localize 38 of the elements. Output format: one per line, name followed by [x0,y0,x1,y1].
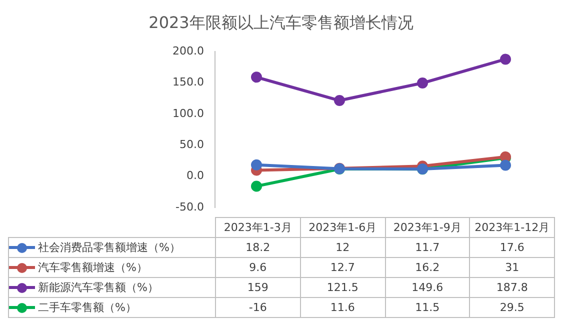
point [251,159,262,170]
data-label: 187.8 [470,278,554,298]
data-label: 11.5 [385,298,470,318]
y-tick-label: 0.0 [186,169,204,182]
y-tick-label: 50.0 [180,138,204,151]
y-tick-label: 150.0 [172,76,204,89]
data-label: 11.6 [300,298,385,318]
data-label: 12 [300,238,385,258]
data-label: 159 [216,278,300,298]
data-label: 18.2 [216,238,300,258]
point [251,72,262,83]
data-label: 29.5 [470,298,554,318]
chart-title: 2023年限额以上汽车零售额增长情况 [148,12,414,34]
data-label: -16 [216,298,300,318]
y-tick-label: -50.0 [176,200,204,214]
point [417,78,428,89]
data-label: 11.7 [385,238,470,258]
data-label: 17.6 [470,238,554,258]
data-label: 16.2 [385,258,470,278]
legend-label: 社会消费品零售额增速（%） [8,238,216,258]
y-tick-label: 200.0 [172,44,204,58]
x-tick-label: 2023年1-12月 [470,218,554,238]
y-tick-label: 100.0 [172,106,204,120]
data-label: 31 [470,258,554,278]
point [500,160,511,171]
data-label: 121.5 [300,278,385,298]
x-tick-label: 2023年1-9月 [385,218,470,238]
legend-label: 新能源汽车零售额（%） [8,278,216,298]
x-tick-label: 2023年1-3月 [216,218,300,238]
data-label: 149.6 [385,278,470,298]
data-label: 9.6 [216,258,300,278]
point [500,54,511,65]
point [334,95,345,106]
x-tick-label: 2023年1-6月 [300,218,385,238]
data-label: 12.7 [300,258,385,278]
legend-label: 二手车零售额（%） [8,298,216,318]
point [251,180,262,192]
legend-label: 汽车零售额增速（%） [8,258,216,278]
